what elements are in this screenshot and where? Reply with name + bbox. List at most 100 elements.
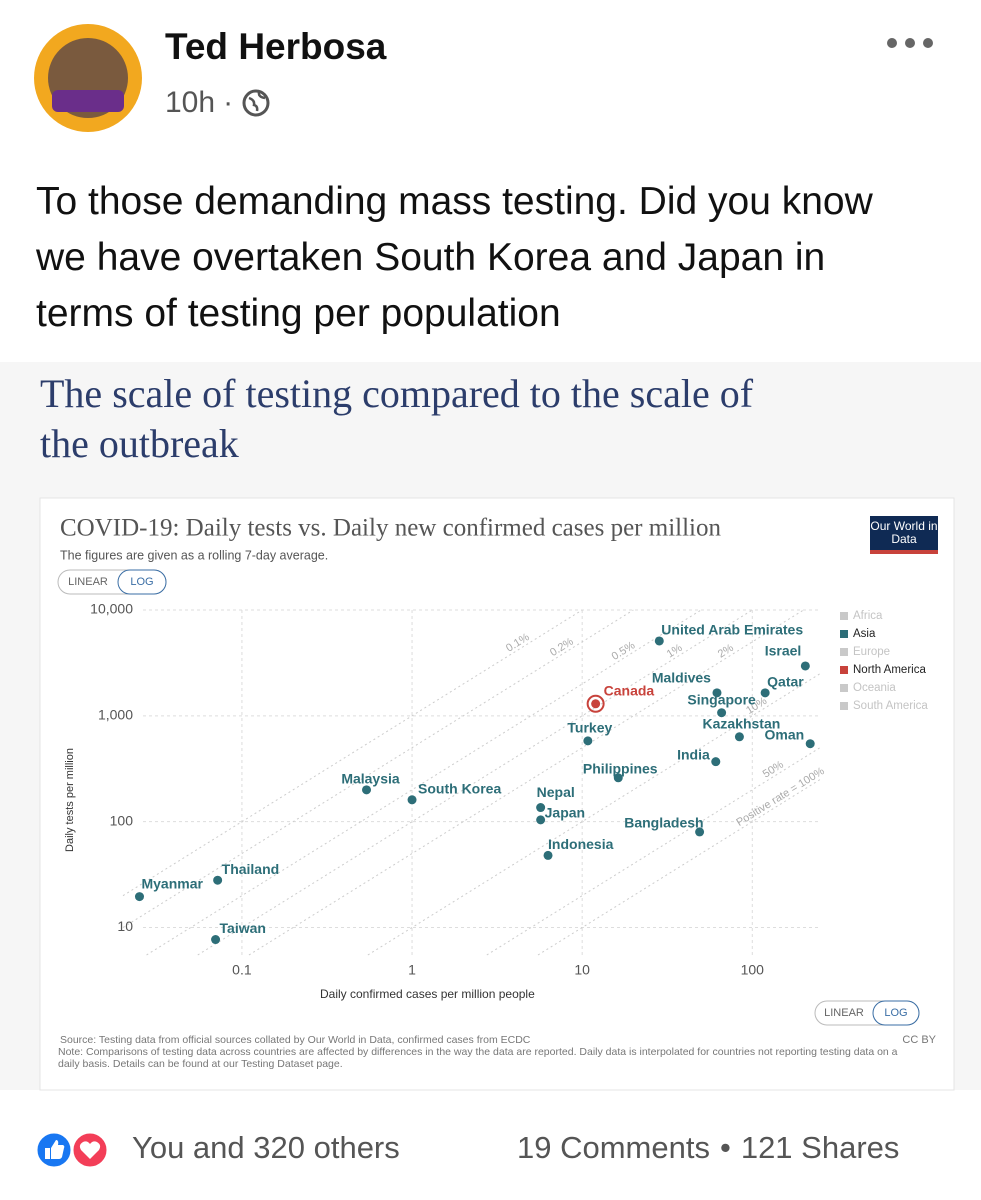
y-tick-label: 10,000 xyxy=(90,601,133,617)
positive-rate-line xyxy=(197,609,753,956)
legend-label: Oceania xyxy=(853,682,896,694)
point-label: Bangladesh xyxy=(624,815,703,831)
logo-wrap: Our World in Data xyxy=(870,519,938,546)
legend-label: North America xyxy=(853,664,926,676)
legend-swatch xyxy=(840,684,848,692)
separator: · xyxy=(223,86,234,119)
point-label: Maldives xyxy=(652,670,711,686)
positive-rate-line xyxy=(122,609,583,897)
point-label: United Arab Emirates xyxy=(661,622,803,638)
card-title-line2: the outbreak xyxy=(40,421,239,466)
point-label: Turkey xyxy=(567,720,612,736)
engagement: 19 Comments • 121 Shares xyxy=(517,1130,899,1166)
point xyxy=(536,815,546,825)
avatar-badge xyxy=(52,90,124,112)
point-label: Japan xyxy=(545,805,585,821)
reactions[interactable]: You and 320 others xyxy=(132,1130,400,1165)
legend-label: Asia xyxy=(853,628,876,640)
note-wrap: Note: Comparisons of testing data across… xyxy=(58,1046,898,1070)
toggle-linear-x[interactable]: LINEAR xyxy=(824,1007,864,1019)
point-label: Taiwan xyxy=(220,920,266,936)
post-time[interactable]: 10h xyxy=(165,86,216,119)
positive-rate-line xyxy=(122,609,634,928)
comments[interactable]: 19 Comments xyxy=(517,1130,710,1165)
positive-rate-line xyxy=(486,747,821,956)
point-label: Malaysia xyxy=(341,771,400,787)
positive-rate-line xyxy=(146,609,702,956)
point xyxy=(613,773,623,783)
note: Note: Comparisons of testing data across… xyxy=(58,1046,898,1070)
license: CC BY xyxy=(902,1034,936,1046)
point xyxy=(211,935,221,945)
point-label: Canada xyxy=(604,682,655,698)
reaction-icons[interactable] xyxy=(34,1130,124,1170)
toggle-log[interactable]: LOG xyxy=(130,576,153,588)
logo: Our World in Data xyxy=(870,519,938,546)
more-icon[interactable] xyxy=(885,35,935,51)
point xyxy=(695,827,705,837)
legend-swatch xyxy=(840,666,848,674)
point xyxy=(583,736,593,746)
legend-swatch xyxy=(840,612,848,620)
point xyxy=(536,803,546,813)
y-tick-label: 1,000 xyxy=(98,707,133,723)
point-label: Oman xyxy=(765,726,805,742)
legend-swatch xyxy=(840,648,848,656)
point-label: Thailand xyxy=(222,861,280,877)
x-tick-label: 100 xyxy=(741,962,765,978)
legend-swatch xyxy=(840,630,848,638)
y-tick-label: 100 xyxy=(110,812,134,828)
legend-label: Africa xyxy=(853,610,883,622)
point xyxy=(591,699,601,709)
legend-label: Europe xyxy=(853,646,890,658)
legend-label: South America xyxy=(853,700,928,712)
point xyxy=(213,875,223,885)
point xyxy=(543,850,553,860)
x-tick-label: 10 xyxy=(574,962,590,978)
point-label: South Korea xyxy=(418,780,501,796)
point xyxy=(760,688,770,698)
point xyxy=(654,636,664,646)
globe-icon xyxy=(242,89,270,117)
y-tick-label: 10 xyxy=(117,918,133,934)
logo-box xyxy=(870,516,938,554)
point xyxy=(362,785,372,795)
point-ring xyxy=(586,694,605,713)
point xyxy=(134,892,144,902)
logo-stripe xyxy=(870,550,938,554)
point xyxy=(734,732,744,742)
point-label: India xyxy=(677,746,710,762)
scale-toggle-x-active[interactable] xyxy=(872,1000,920,1026)
card-title-line1: The scale of testing compared to the sca… xyxy=(40,371,754,416)
chart-subtitle: The figures are given as a rolling 7-day… xyxy=(60,548,328,562)
source: Source: Testing data from official sourc… xyxy=(60,1034,531,1046)
avatar[interactable] xyxy=(34,24,142,132)
post-meta: 10h · xyxy=(165,86,271,120)
toggle-log-x[interactable]: LOG xyxy=(884,1007,907,1019)
point-label: Indonesia xyxy=(548,836,614,852)
point xyxy=(407,795,417,805)
card-title: The scale of testing compared to the sca… xyxy=(40,371,754,416)
scale-toggle-active[interactable] xyxy=(117,569,167,595)
point-label: Israel xyxy=(765,643,802,659)
point xyxy=(717,708,727,718)
x-axis-label: Daily confirmed cases per million people xyxy=(320,987,535,1001)
point-label: Philippines xyxy=(583,760,658,776)
separator: • xyxy=(719,1130,731,1165)
author[interactable]: Ted Herbosa xyxy=(165,26,387,67)
point-label: Myanmar xyxy=(141,875,203,891)
point-label: Qatar xyxy=(767,674,804,690)
positive-rate-line xyxy=(537,779,821,956)
point xyxy=(800,661,810,671)
y-axis-label: Daily tests per million xyxy=(64,748,76,852)
shares[interactable]: 121 Shares xyxy=(740,1130,900,1165)
point-label: Singapore xyxy=(687,691,756,707)
point xyxy=(712,688,722,698)
toggle-linear[interactable]: LINEAR xyxy=(68,576,108,588)
x-tick-label: 1 xyxy=(408,962,416,978)
chart-title: COVID-19: Daily tests vs. Daily new conf… xyxy=(60,515,721,542)
chart-panel xyxy=(39,497,955,1091)
positive-rate-line xyxy=(367,673,821,956)
point xyxy=(805,739,815,749)
